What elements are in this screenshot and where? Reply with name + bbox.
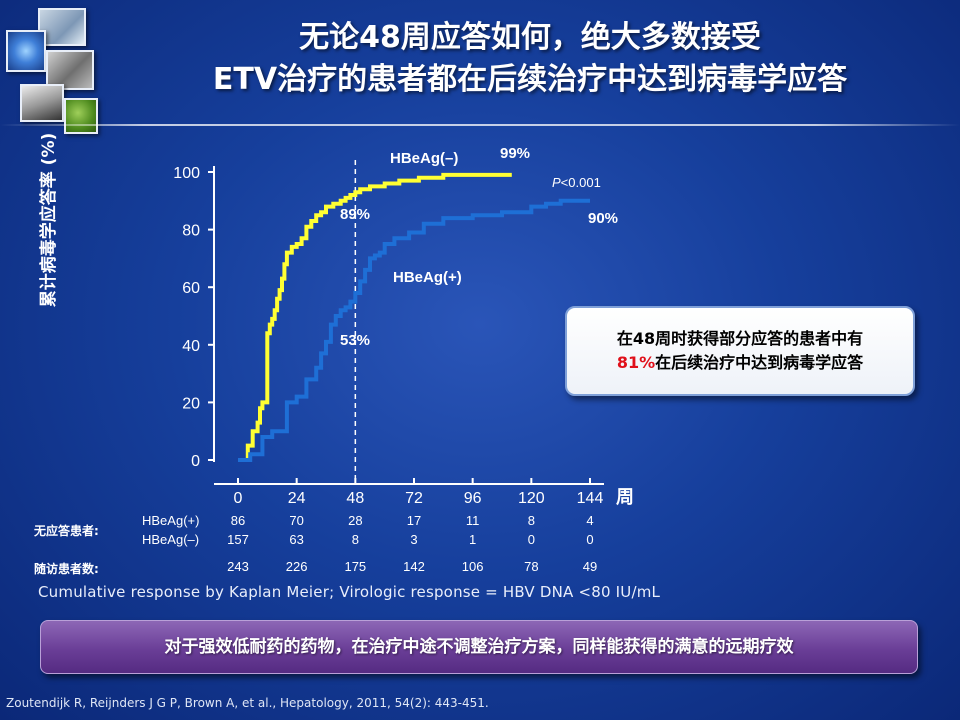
x-tick-label: 0: [234, 490, 243, 507]
callout-box: 在48周时获得部分应答的患者中有 81%在后续治疗中达到病毒学应答: [565, 306, 915, 396]
end-label-hbeag-pos: 90%: [588, 210, 618, 227]
label-48w-hbeag-neg: 89%: [340, 206, 370, 223]
risk-value-hbeag-neg: 3: [410, 532, 418, 547]
label-48w-hbeag-pos: 53%: [340, 332, 370, 349]
x-tick-label: 120: [518, 490, 545, 507]
y-tick-label: 80: [182, 223, 200, 240]
risk-value-hbeag-pos: 17: [406, 513, 422, 528]
risk-value-hbeag-neg: 0: [527, 532, 535, 547]
x-axis-unit: 周: [616, 487, 634, 508]
followup-value: 175: [344, 559, 367, 574]
p-value-number: <0.001: [561, 175, 601, 190]
series-line-hbeag-pos: [238, 198, 590, 462]
p-value-annotation: P<0.001: [552, 175, 601, 190]
risk-value-hbeag-pos: 8: [527, 513, 535, 528]
followup-label: 随访患者数:: [34, 562, 99, 576]
virus-image: [6, 30, 46, 72]
risk-value-hbeag-pos: 11: [465, 513, 480, 528]
risk-value-hbeag-pos: 86: [230, 513, 246, 528]
lab-equipment-photo: [20, 84, 64, 122]
y-tick-label: 40: [182, 338, 200, 355]
followup-value: 49: [582, 559, 598, 574]
y-tick-label: 100: [173, 165, 200, 182]
risk-value-hbeag-pos: 28: [348, 513, 363, 528]
chart-labels: HBeAg(–) 99% 89% 53% HBeAg(+) 90% P<0.001: [340, 145, 618, 349]
title-divider: [0, 124, 960, 126]
title-line-2: ETV治疗的患者都在后续治疗中达到病毒学应答: [212, 62, 848, 97]
callout-line-2-text: 在后续治疗中达到病毒学应答: [655, 353, 864, 372]
p-value-symbol: P: [552, 175, 561, 190]
y-axis-label: 累计病毒学应答率 (%): [39, 132, 59, 308]
followup-value: 106: [461, 559, 484, 574]
group-label-hbeag-pos: HBeAg(+): [142, 513, 200, 528]
lab-photo: [38, 8, 86, 46]
x-tick-label: 96: [464, 490, 482, 507]
risk-value-hbeag-neg: 0: [586, 532, 594, 547]
group-label-hbeag-neg: HBeAg(–): [142, 532, 200, 547]
followup-value: 142: [403, 559, 425, 574]
chart-axes: 0 20 40 60 80 100 0 24 48 72 96 120 144 周: [173, 160, 634, 508]
callout-percentage: 81%: [616, 353, 656, 372]
followup-value: 78: [524, 559, 539, 574]
risk-value-hbeag-pos: 4: [586, 513, 594, 528]
title-line-1: 无论48周应答如何，绝大多数接受: [299, 20, 761, 55]
conclusion-banner: 对于强效低耐药的药物，在治疗中途不调整治疗方案，同样能获得的满意的远期疗效: [40, 620, 918, 674]
slide-title: 无论48周应答如何，绝大多数接受 ETV治疗的患者都在后续治疗中达到病毒学应答: [120, 18, 940, 102]
risk-value-hbeag-neg: 157: [227, 532, 249, 547]
header-image-collage: [0, 0, 110, 140]
y-tick-label: 0: [191, 453, 200, 470]
risk-value-hbeag-neg: 1: [469, 532, 477, 547]
reference-citation: Zoutendijk R, Reijnders J G P, Brown A, …: [6, 696, 489, 710]
end-label-hbeag-neg: 99%: [500, 145, 530, 162]
x-tick-label: 24: [288, 490, 306, 507]
microscope-photo: [46, 50, 94, 90]
risk-value-hbeag-pos: 70: [289, 513, 304, 528]
chart-series: [238, 172, 590, 462]
cell-image: [64, 98, 98, 134]
no-response-label: 无应答患者:: [34, 524, 99, 538]
callout-line-1: 在48周时获得部分应答的患者中有: [616, 329, 864, 348]
y-tick-label: 60: [182, 280, 200, 297]
series-label-hbeag-pos: HBeAg(+): [393, 269, 462, 286]
risk-value-hbeag-neg: 8: [351, 532, 359, 547]
x-tick-label: 48: [346, 490, 364, 507]
followup-value: 226: [285, 559, 308, 574]
followup-value: 243: [227, 559, 249, 574]
footnote: Cumulative response by Kaplan Meier; Vir…: [38, 583, 661, 601]
y-tick-label: 20: [182, 395, 200, 412]
x-tick-label: 72: [405, 490, 423, 507]
risk-value-hbeag-neg: 63: [289, 532, 304, 547]
x-tick-label: 144: [577, 490, 604, 507]
series-line-hbeag-neg: [238, 172, 512, 462]
callout-line-2: 81%在后续治疗中达到病毒学应答: [567, 351, 913, 375]
series-label-hbeag-neg: HBeAg(–): [390, 150, 458, 167]
